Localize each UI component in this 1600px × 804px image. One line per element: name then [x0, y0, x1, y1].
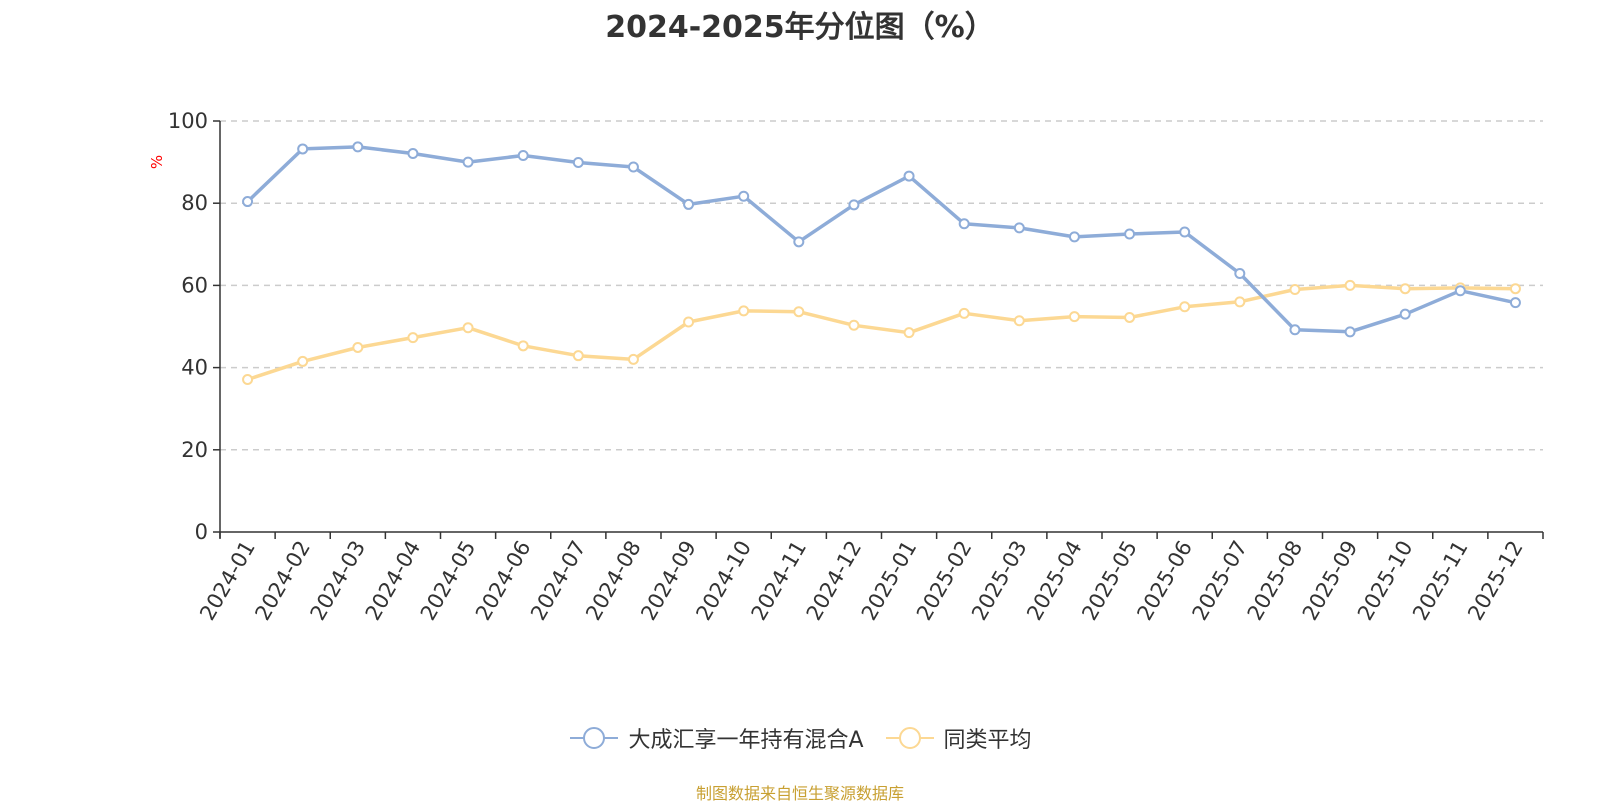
chart-title: 2024-2025年分位图（%） — [605, 10, 995, 45]
data-point[interactable] — [848, 319, 860, 331]
series-line-1 — [247, 283, 1516, 382]
data-point[interactable] — [1068, 231, 1080, 243]
data-point[interactable] — [242, 196, 254, 208]
data-point[interactable] — [1124, 228, 1136, 240]
data-point[interactable] — [1509, 283, 1521, 295]
data-point[interactable] — [903, 170, 915, 182]
data-point[interactable] — [1344, 279, 1356, 291]
data-point[interactable] — [793, 236, 805, 248]
legend-item-average[interactable]: 同类平均 — [884, 722, 1032, 754]
y-tick-label: 60 — [181, 273, 208, 297]
y-tick-label: 0 — [195, 520, 208, 544]
y-tick-label: 100 — [168, 109, 208, 133]
data-point[interactable] — [1124, 311, 1136, 323]
series-layer — [242, 141, 1521, 386]
data-point[interactable] — [517, 150, 529, 162]
legend-line-circle-icon — [570, 727, 619, 749]
data-point[interactable] — [1013, 222, 1025, 234]
data-point[interactable] — [352, 341, 364, 353]
y-tick-label: 40 — [181, 356, 208, 380]
data-point[interactable] — [683, 198, 695, 210]
y-tick-label: 20 — [181, 438, 208, 462]
data-point[interactable] — [1179, 226, 1191, 238]
data-point[interactable] — [297, 355, 309, 367]
x-tick-label: 2025-12 — [1463, 537, 1528, 625]
data-point[interactable] — [572, 350, 584, 362]
y-axis: 0 20 40 60 80 100 — [168, 109, 221, 544]
data-point[interactable] — [407, 147, 419, 159]
legend: 大成汇享一年持有混合A 同类平均 — [0, 722, 1600, 754]
data-point[interactable] — [1013, 315, 1025, 327]
data-point[interactable] — [462, 156, 474, 168]
data-point[interactable] — [848, 199, 860, 211]
data-point[interactable] — [1454, 285, 1466, 297]
data-point[interactable] — [1068, 311, 1080, 323]
legend-item-fund[interactable]: 大成汇享一年持有混合A — [568, 722, 864, 754]
data-point[interactable] — [1344, 326, 1356, 338]
data-point[interactable] — [517, 340, 529, 352]
legend-label-average: 同类平均 — [943, 728, 1032, 753]
grid-lines — [220, 120, 1543, 451]
data-point[interactable] — [1509, 297, 1521, 309]
data-point[interactable] — [627, 353, 639, 365]
legend-label-fund: 大成汇享一年持有混合A — [628, 728, 864, 753]
legend-line-circle-icon — [885, 727, 934, 749]
y-tick-label: 80 — [181, 191, 208, 215]
data-point[interactable] — [738, 305, 750, 317]
data-point[interactable] — [958, 307, 970, 319]
data-point[interactable] — [793, 306, 805, 318]
data-point[interactable] — [462, 322, 474, 334]
data-point[interactable] — [1399, 308, 1411, 320]
data-point[interactable] — [683, 316, 695, 328]
data-point[interactable] — [1289, 284, 1301, 296]
data-point[interactable] — [903, 327, 915, 339]
data-point[interactable] — [1179, 301, 1191, 313]
y-axis-label: % — [148, 155, 166, 169]
data-point[interactable] — [242, 374, 254, 386]
data-point[interactable] — [352, 141, 364, 153]
x-axis: 2024-012024-022024-032024-042024-052024-… — [195, 531, 1544, 625]
data-point[interactable] — [627, 161, 639, 173]
data-point[interactable] — [297, 143, 309, 155]
source-note: 制图数据来自恒生聚源数据库 — [695, 784, 904, 803]
data-point[interactable] — [407, 332, 419, 344]
data-point[interactable] — [1234, 296, 1246, 308]
data-point[interactable] — [1289, 324, 1301, 336]
data-point[interactable] — [958, 218, 970, 230]
data-point[interactable] — [1399, 283, 1411, 295]
series-line-0 — [246, 145, 1516, 334]
data-point[interactable] — [738, 190, 750, 202]
data-point[interactable] — [572, 157, 584, 169]
data-point[interactable] — [1234, 267, 1246, 279]
